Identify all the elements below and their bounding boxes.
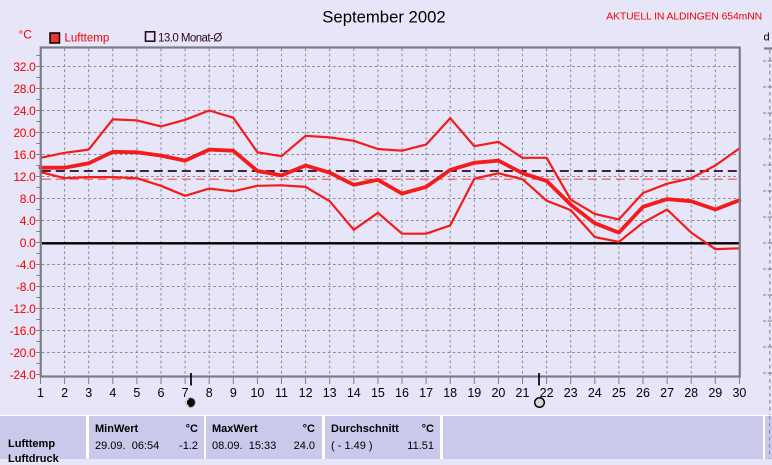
svg-text:AKTUELL IN ALDINGEN 654mNN: AKTUELL IN ALDINGEN 654mNN bbox=[606, 12, 762, 23]
svg-text:15: 15 bbox=[371, 386, 385, 400]
svg-text:10: 10 bbox=[250, 386, 264, 400]
svg-text:18: 18 bbox=[443, 386, 457, 400]
svg-text:6: 6 bbox=[158, 386, 165, 400]
svg-text:5: 5 bbox=[133, 386, 140, 400]
svg-text:13: 13 bbox=[323, 386, 337, 400]
svg-text:7: 7 bbox=[182, 386, 189, 400]
svg-text:-24.0: -24.0 bbox=[10, 368, 36, 382]
svg-text:28: 28 bbox=[684, 386, 698, 400]
svg-text:1: 1 bbox=[37, 386, 44, 400]
svg-text:Lufttemp: Lufttemp bbox=[65, 33, 110, 45]
svg-text:-8.0: -8.0 bbox=[16, 280, 36, 294]
svg-text:24: 24 bbox=[588, 386, 602, 400]
svg-text:d: d bbox=[764, 32, 770, 44]
svg-text:2: 2 bbox=[61, 386, 68, 400]
svg-text:21: 21 bbox=[516, 386, 530, 400]
svg-text:September 2002: September 2002 bbox=[322, 8, 445, 27]
svg-text:13.0 Monat-Ø: 13.0 Monat-Ø bbox=[158, 33, 222, 45]
svg-text:20: 20 bbox=[491, 386, 505, 400]
svg-text:16.0: 16.0 bbox=[13, 148, 36, 162]
svg-text:29: 29 bbox=[708, 386, 722, 400]
svg-text:°C: °C bbox=[19, 28, 33, 42]
svg-text:16: 16 bbox=[395, 386, 409, 400]
svg-text:23: 23 bbox=[564, 386, 578, 400]
svg-text:27: 27 bbox=[660, 386, 674, 400]
svg-text:4: 4 bbox=[109, 386, 116, 400]
svg-text:12: 12 bbox=[299, 386, 313, 400]
svg-text:20.0: 20.0 bbox=[13, 126, 36, 140]
svg-text:25: 25 bbox=[612, 386, 626, 400]
svg-text:17: 17 bbox=[419, 386, 433, 400]
svg-text:11: 11 bbox=[275, 386, 288, 400]
svg-text:0.0: 0.0 bbox=[20, 236, 36, 250]
svg-text:22: 22 bbox=[540, 386, 554, 400]
svg-text:14: 14 bbox=[347, 386, 361, 400]
svg-text:-4.0: -4.0 bbox=[16, 258, 36, 272]
svg-text:4.0: 4.0 bbox=[20, 214, 36, 228]
svg-text:-20.0: -20.0 bbox=[10, 346, 36, 360]
svg-text:19: 19 bbox=[467, 386, 481, 400]
svg-text:8.0: 8.0 bbox=[20, 192, 36, 206]
svg-text:-16.0: -16.0 bbox=[10, 324, 36, 338]
svg-text:24.0: 24.0 bbox=[13, 104, 36, 118]
svg-text:32.0: 32.0 bbox=[13, 60, 36, 74]
svg-text:3: 3 bbox=[85, 386, 92, 400]
svg-text:28.0: 28.0 bbox=[13, 82, 36, 96]
svg-text:12.0: 12.0 bbox=[13, 170, 36, 184]
svg-text:-12.0: -12.0 bbox=[10, 302, 36, 316]
svg-text:26: 26 bbox=[636, 386, 650, 400]
svg-text:8: 8 bbox=[206, 386, 213, 400]
svg-text:30: 30 bbox=[732, 386, 746, 400]
svg-text:9: 9 bbox=[230, 386, 237, 400]
